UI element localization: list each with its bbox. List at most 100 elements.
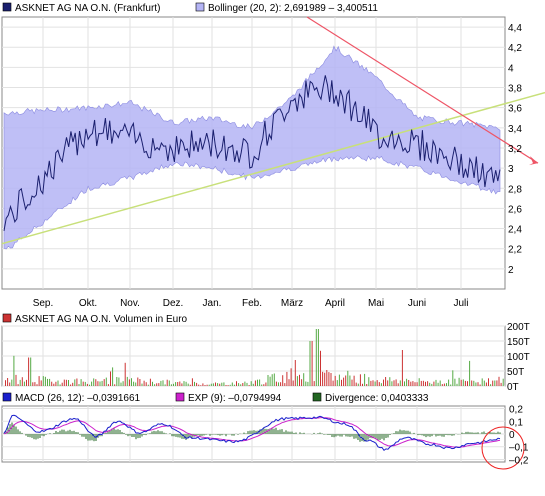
divergence-bar: [431, 434, 433, 437]
divergence-bar: [243, 432, 245, 434]
volume-bar: [284, 383, 286, 386]
macd-y-tick-label: 0,2: [509, 405, 523, 416]
divergence-bar: [117, 429, 119, 434]
volume-bar: [292, 380, 294, 386]
divergence-bar: [351, 434, 353, 437]
divergence-bar: [255, 430, 257, 434]
x-tick-label: Nov.: [120, 298, 140, 309]
volume-bar: [290, 368, 292, 386]
volume-bar: [422, 380, 424, 386]
divergence-bar: [253, 430, 255, 434]
volume-bar: [467, 381, 468, 386]
legend-swatch-macd: [2, 392, 12, 402]
divergence-bar: [375, 434, 377, 439]
divergence-bar: [397, 431, 399, 434]
volume-y-tick-label: 100T: [507, 352, 530, 363]
volume-bar: [309, 341, 311, 386]
volume-bar: [481, 378, 483, 386]
volume-bar: [328, 372, 330, 386]
divergence-bar: [435, 434, 437, 437]
divergence-bar: [489, 431, 491, 434]
divergence-bar: [353, 434, 355, 439]
price-line: [3, 75, 501, 231]
divergence-bar: [313, 432, 315, 434]
divergence-bar: [81, 434, 83, 437]
volume-bar: [206, 384, 208, 386]
volume-bar: [437, 382, 439, 386]
volume-bar: [305, 381, 307, 386]
divergence-bar: [277, 430, 279, 434]
divergence-bar: [409, 431, 411, 434]
volume-bar: [76, 378, 78, 386]
divergence-bar: [165, 433, 167, 434]
volume-bar: [196, 382, 198, 386]
divergence-bar: [447, 434, 449, 436]
volume-bar: [110, 371, 111, 386]
volume-bar: [210, 383, 212, 386]
volume-bar: [72, 382, 74, 386]
divergence-bar: [77, 432, 79, 434]
divergence-bar: [161, 431, 163, 434]
volume-bar: [189, 384, 191, 386]
divergence-bar: [383, 434, 385, 441]
legend-swatch-bollinger: [195, 2, 205, 12]
divergence-bar: [7, 427, 9, 434]
volume-bar: [7, 378, 9, 386]
divergence-bar: [393, 433, 395, 434]
divergence-bar: [135, 434, 137, 440]
divergence-bar: [27, 434, 29, 437]
divergence-bar: [145, 434, 147, 436]
divergence-bar: [373, 434, 375, 439]
volume-y-tick-label: 150T: [507, 337, 530, 348]
volume-bar: [355, 382, 357, 386]
divergence-bar: [139, 434, 141, 438]
volume-y-tick-label: 0T: [507, 382, 519, 393]
volume-bar: [366, 384, 368, 386]
divergence-bar: [451, 434, 453, 436]
volume-bar: [221, 382, 223, 386]
divergence-bar: [269, 428, 271, 434]
volume-bar: [483, 380, 485, 386]
volume-bar: [217, 383, 219, 386]
volume-bar: [494, 380, 496, 386]
volume-y-axis: 200T 150T 100T 50T 0T: [507, 322, 530, 393]
legend-label-price: ASKNET AG NA O.N. (Frankfurt): [15, 3, 160, 14]
divergence-bar: [19, 431, 21, 434]
volume-bar: [418, 378, 420, 386]
volume-bar: [412, 381, 414, 386]
divergence-bar: [423, 434, 425, 437]
volume-bar: [376, 380, 378, 386]
volume-bar: [122, 381, 124, 386]
volume-bar: [137, 377, 139, 386]
volume-bar: [11, 379, 13, 386]
divergence-bar: [143, 434, 145, 435]
x-tick-label: Dez.: [163, 298, 184, 309]
volume-bar: [294, 360, 296, 386]
divergence-bar: [349, 434, 351, 437]
volume-bar: [170, 384, 172, 386]
macd-y-tick-label: 0,1: [509, 417, 523, 428]
divergence-bar: [109, 430, 111, 434]
divergence-bar: [333, 434, 335, 438]
volume-bar: [74, 379, 76, 386]
volume-bar: [15, 374, 17, 386]
divergence-bar: [231, 434, 233, 436]
volume-bar: [101, 380, 103, 386]
divergence-bar: [337, 434, 339, 436]
volume-bar: [84, 381, 86, 386]
divergence-bar: [357, 434, 359, 440]
divergence-bar: [343, 434, 345, 435]
volume-bar: [267, 375, 269, 386]
divergence-bar: [155, 431, 157, 434]
volume-bar: [36, 384, 38, 386]
divergence-bar: [261, 429, 263, 434]
divergence-bar: [233, 434, 235, 436]
volume-bar: [120, 382, 122, 386]
divergence-bar: [127, 434, 129, 437]
volume-bar: [38, 376, 40, 386]
divergence-bar: [111, 428, 113, 434]
price-y-tick-label: 2: [508, 265, 514, 276]
price-y-tick-label: 3,8: [508, 84, 522, 95]
divergence-bar: [299, 432, 301, 434]
volume-bar: [269, 376, 271, 386]
